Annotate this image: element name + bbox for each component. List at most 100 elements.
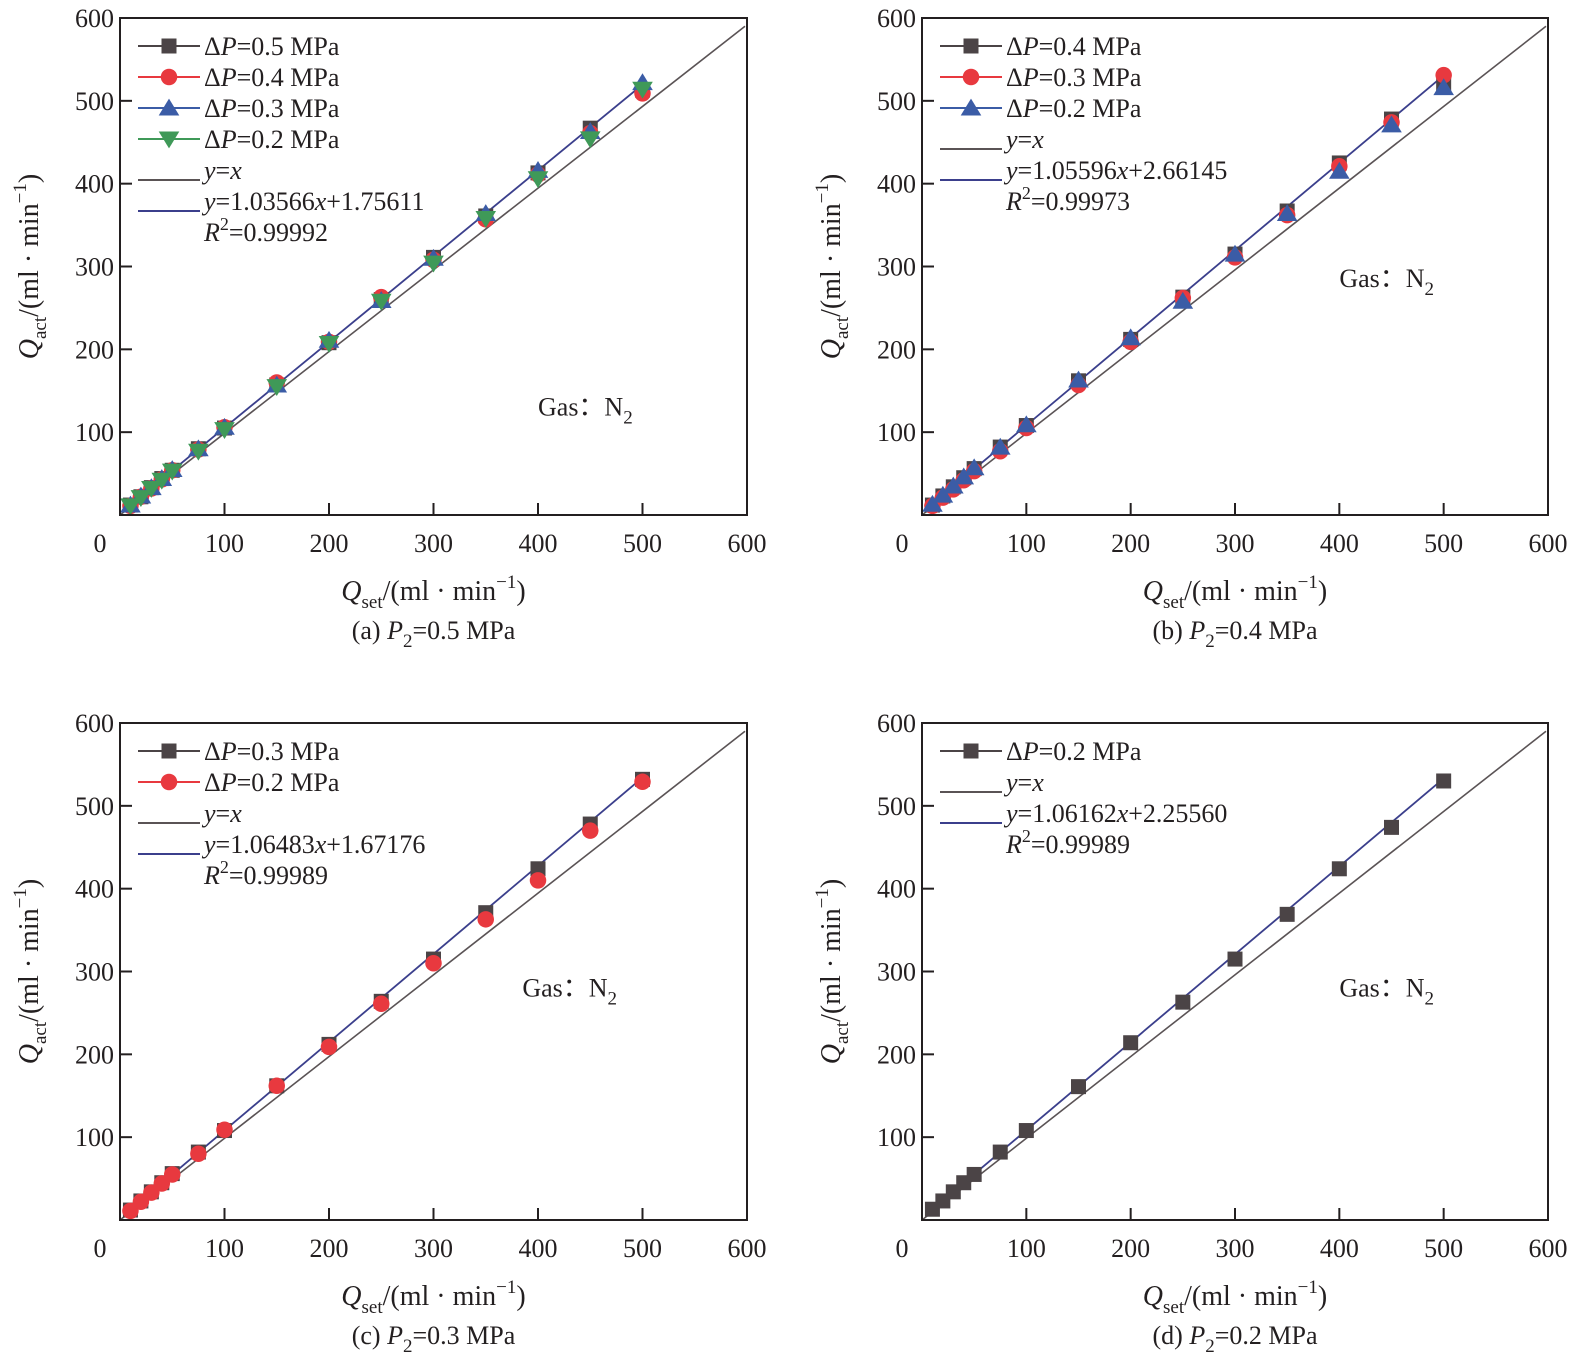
y-tick-label: 200: [75, 335, 114, 364]
data-point: [1329, 161, 1350, 179]
legend-marker: [158, 131, 180, 149]
data-point: [1120, 328, 1141, 346]
y-tick-label: 600: [75, 4, 114, 33]
data-point: [141, 480, 162, 498]
legend-item: y=1.05596x+2.66145: [940, 156, 1227, 185]
legend-marker: [161, 743, 177, 759]
data-point: [1068, 370, 1089, 388]
data-point: [527, 171, 549, 189]
data-point: [477, 911, 494, 928]
legend-label: y=1.06483x+1.67176: [201, 830, 425, 859]
data-point: [130, 490, 152, 507]
x-tick-label: 400: [1320, 529, 1359, 558]
data-point: [634, 773, 651, 791]
y-tick-label: 600: [877, 4, 916, 33]
data-point: [320, 1038, 338, 1056]
legend-marker: [160, 68, 178, 86]
legend-label: y=1.03566x+1.75611: [201, 187, 424, 216]
legend-item: y=x: [940, 768, 1044, 797]
legend-item: ΔP=0.5 MPa: [138, 32, 340, 61]
legend-item: ΔP=0.2 MPa: [138, 125, 340, 154]
legend-item: y=x: [940, 125, 1044, 154]
legend-marker: [158, 98, 180, 116]
y-tick-label: 400: [877, 170, 916, 199]
y-tick-label: 600: [877, 709, 916, 738]
x-axis-title: Qset/(ml · min−1): [341, 1277, 525, 1318]
legend-item: ΔP=0.2 MPa: [940, 737, 1142, 766]
data-point: [530, 861, 546, 877]
y-tick-label: 100: [75, 1123, 114, 1152]
legend-item: y=x: [138, 799, 242, 828]
legend-item: y=1.06162x+2.25560: [940, 799, 1227, 828]
y-tick-label: 600: [75, 709, 114, 738]
series-3: [120, 81, 653, 516]
legend-label: y=x: [1003, 768, 1044, 797]
legend-marker: [160, 773, 178, 791]
legend-marker: [161, 38, 177, 54]
y-tick-label: 200: [877, 1040, 916, 1069]
legend-label: ΔP=0.2 MPa: [204, 768, 340, 797]
legend-item: y=1.03566x+1.75611: [138, 187, 424, 216]
x-tick-label: 500: [623, 529, 662, 558]
data-point: [1071, 1079, 1086, 1095]
legend-marker: [960, 98, 982, 116]
x-tick-label: 200: [310, 1234, 349, 1263]
x-tick-label: 600: [1529, 1234, 1568, 1263]
data-point: [989, 437, 1011, 455]
y-tick-label: 300: [75, 958, 114, 987]
data-point: [161, 463, 183, 481]
data-point: [475, 210, 497, 228]
gas-annotation: Gas：N2: [522, 973, 617, 1009]
y-axis-title: Qact/(ml · min−1): [10, 879, 51, 1064]
data-point: [423, 255, 444, 273]
r-squared-label: R2=0.99973: [1005, 183, 1130, 216]
y-tick-label: 400: [877, 875, 916, 904]
data-point: [1123, 1035, 1139, 1051]
data-point: [1279, 906, 1295, 922]
legend-label: ΔP=0.2 MPa: [204, 125, 340, 154]
legend-label: y=x: [201, 799, 242, 828]
x-tick-label: 200: [1111, 1234, 1150, 1263]
legend-item: y=x: [138, 156, 242, 185]
fit-line: [931, 777, 1445, 1211]
r-squared-label: R2=0.99992: [203, 214, 328, 247]
x-tick-label: 500: [1424, 529, 1463, 558]
legend-label: ΔP=0.3 MPa: [204, 737, 340, 766]
data-point: [1433, 78, 1454, 96]
data-point: [151, 472, 173, 490]
data-point: [1384, 819, 1399, 835]
legend-label: ΔP=0.4 MPa: [1006, 32, 1142, 61]
chart-panel-c: 0 100 200 300 400 500 600 100 200 300 400 500 600 Qse…: [10, 709, 767, 1357]
data-point: [953, 467, 975, 485]
legend-item: y=1.06483x+1.67176: [138, 830, 425, 859]
panel-caption: (b) P2=0.4 MPa: [1153, 616, 1318, 652]
x-tick-label: 200: [1111, 529, 1150, 558]
panel-caption: (d) P2=0.2 MPa: [1153, 1321, 1318, 1357]
legend-item: ΔP=0.2 MPa: [138, 768, 340, 797]
data-point: [1172, 291, 1194, 309]
x-axis-title: Qset/(ml · min−1): [1143, 1277, 1327, 1318]
data-point: [266, 379, 288, 396]
data-point: [120, 498, 141, 516]
legend-item: ΔP=0.3 MPa: [138, 94, 340, 123]
gas-annotation: Gas：N2: [1339, 264, 1434, 300]
y-axis-title: Qact/(ml · min−1): [812, 879, 853, 1064]
legend-item: ΔP=0.3 MPa: [138, 737, 340, 766]
y-tick-label: 100: [877, 418, 916, 447]
data-point: [1018, 1123, 1034, 1139]
x-tick-label: 300: [414, 1234, 453, 1263]
y-axis-title: Qact/(ml · min−1): [10, 174, 51, 359]
data-point: [268, 1077, 285, 1095]
data-point: [216, 1121, 233, 1138]
legend-item: ΔP=0.2 MPa: [940, 94, 1142, 123]
data-point: [425, 954, 442, 972]
x-tick-label: 0: [896, 529, 909, 558]
x-tick-label: 400: [519, 529, 558, 558]
data-point: [932, 485, 954, 503]
y-tick-label: 500: [877, 87, 916, 116]
data-point: [1175, 994, 1191, 1010]
data-point: [1435, 66, 1452, 84]
